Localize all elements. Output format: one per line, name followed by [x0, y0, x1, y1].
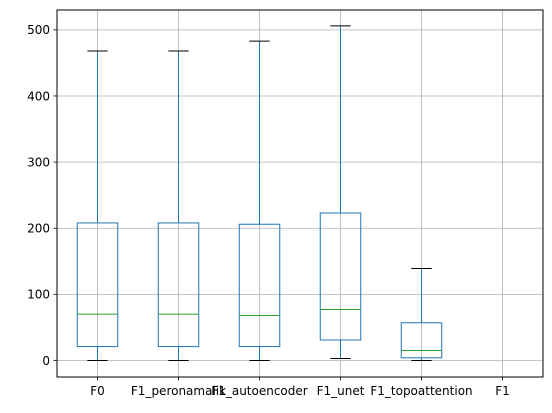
- iqr-box: [157, 222, 200, 348]
- iqr-box: [76, 222, 119, 348]
- y-tick-label: 0: [42, 354, 50, 368]
- y-tick-label: 500: [27, 23, 50, 37]
- y-tick-label: 300: [27, 155, 50, 169]
- x-tick-label: F0: [90, 384, 105, 398]
- x-tick-label: F1: [495, 384, 510, 398]
- x-tick-label: F1_topoattention: [370, 384, 472, 398]
- grid-lines: [57, 10, 543, 377]
- y-axis: 0 100 200 300 400 500: [27, 23, 57, 368]
- x-tick-label: F1_autoencoder: [211, 384, 307, 398]
- y-tick-label: 100: [27, 288, 50, 302]
- iqr-box: [400, 322, 443, 359]
- box-F1_topoattention: [400, 268, 443, 361]
- iqr-box: [238, 223, 281, 348]
- y-tick-label: 400: [27, 89, 50, 103]
- x-tick-label: F1_unet: [317, 384, 365, 398]
- x-tick-label: F1_peronamalik: [131, 384, 226, 398]
- box-F1_peronamalik: [157, 50, 200, 361]
- y-tick-label: 200: [27, 222, 50, 236]
- box-F1_unet: [319, 25, 362, 359]
- box-F0: [76, 50, 119, 361]
- box-F1_autoencoder: [238, 40, 281, 361]
- boxes: [76, 25, 443, 361]
- iqr-box: [319, 212, 362, 341]
- plot-frame: [56, 9, 544, 378]
